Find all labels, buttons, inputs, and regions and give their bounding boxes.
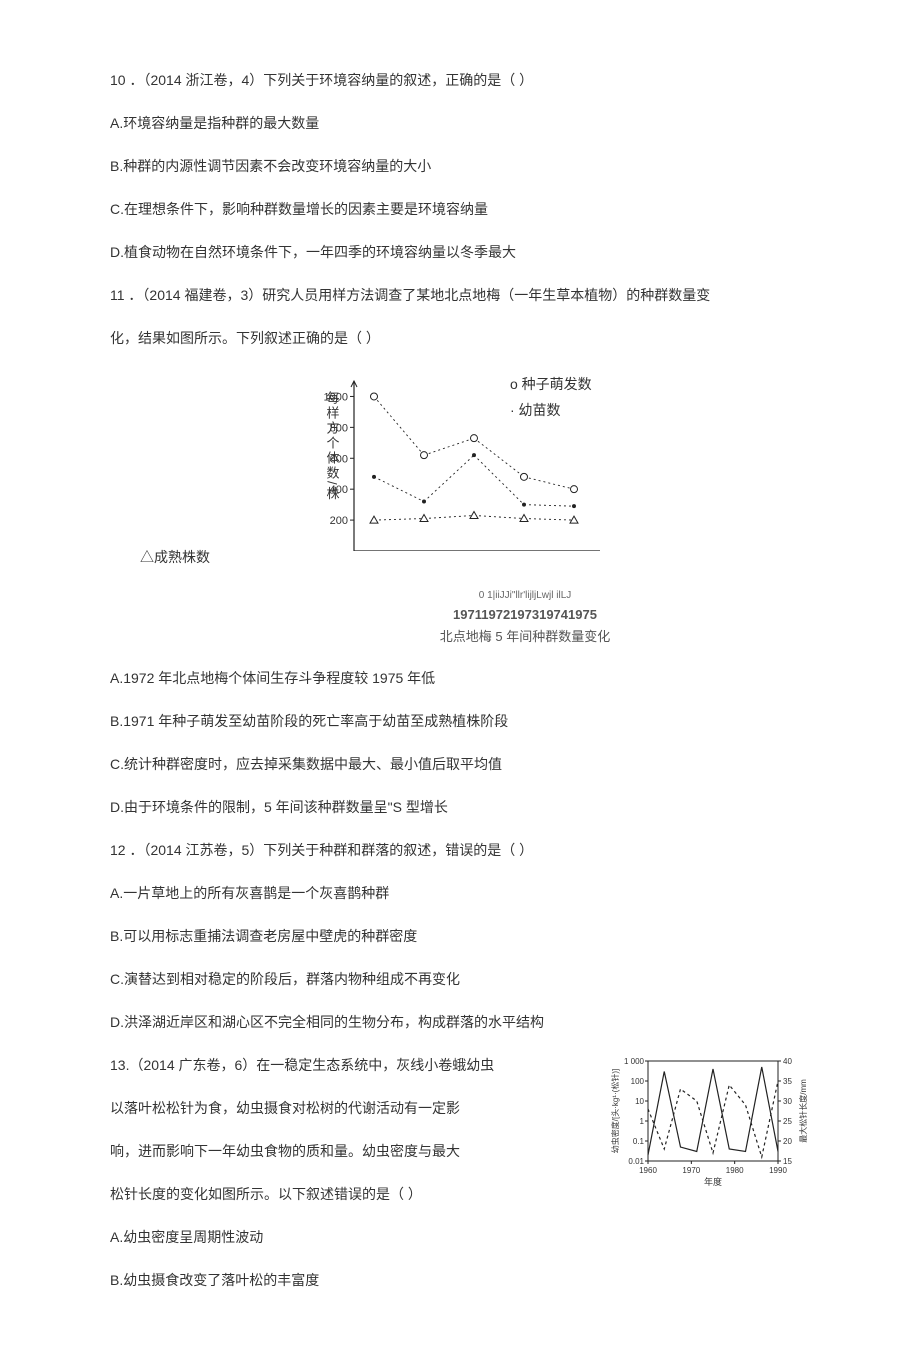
q11-legend-seedling: · 幼苗数	[510, 397, 592, 423]
q11-legend-seed: o 种子萌发数	[510, 371, 592, 397]
q10-opt-b: B.种群的内源性调节因素不会改变环境容纳量的大小	[110, 156, 810, 177]
q11-opt-b: B.1971 年种子萌发至幼苗阶段的死亡率高于幼苗至成熟植株阶段	[110, 711, 810, 732]
svg-text:0.1: 0.1	[633, 1137, 645, 1146]
q11-axis-garble: 0 1|iiJJi"llr'lijljLwjl ilLJ	[240, 588, 810, 603]
q12-opt-c: C.演替达到相对稳定的阶段后，群落内物种组成不再变化	[110, 969, 810, 990]
svg-text:20: 20	[783, 1137, 792, 1146]
svg-text:1980: 1980	[726, 1166, 744, 1175]
q10-opt-c: C.在理想条件下，影响种群数量增长的因素主要是环境容纳量	[110, 199, 810, 220]
svg-text:1960: 1960	[639, 1166, 657, 1175]
svg-text:100: 100	[631, 1077, 645, 1086]
q13-chart: 1 000 100 10 1 0.1 0.01 40 35 30 25 20 15 幼虫密度/[头·kg…	[610, 1055, 810, 1211]
svg-text:600: 600	[330, 453, 348, 465]
q12-opt-b: B.可以用标志重捕法调查老房屋中壁虎的种群密度	[110, 926, 810, 947]
q12-opt-a: A.一片草地上的所有灰喜鹊是一个灰喜鹊种群	[110, 883, 810, 904]
q11-opt-d: D.由于环境条件的限制，5 年间该种群数量呈"S 型增长	[110, 797, 810, 818]
q13-opt-a: A.幼虫密度呈周期性波动	[110, 1227, 810, 1248]
q11-stem-1: 11 ．（2014 福建卷，3）研究人员用样方法调查了某地北点地梅（一年生草本植…	[110, 285, 810, 306]
q12-stem: 12 ．（2014 江苏卷，5）下列关于种群和群落的叙述，错误的是（ ）	[110, 840, 810, 861]
q11-stem-2: 化，结果如图所示。下列叙述正确的是（ ）	[110, 328, 810, 349]
svg-text:1990: 1990	[769, 1166, 787, 1175]
svg-text:400: 400	[330, 484, 348, 496]
svg-text:年度: 年度	[704, 1176, 722, 1187]
q10-opt-a: A.环境容纳量是指种群的最大数量	[110, 113, 810, 134]
q13-line-4: 松针长度的变化如图所示。以下叙述错误的是（ ）	[110, 1184, 596, 1205]
q10-stem: 10 ．（2014 浙江卷，4）下列关于环境容纳量的叙述，正确的是（ ）	[110, 70, 810, 91]
q13-chart-svg: 1 000 100 10 1 0.1 0.01 40 35 30 25 20 15 幼虫密度/[头·kg…	[610, 1055, 810, 1205]
q13-line-2: 以落叶松松针为食，幼虫摄食对松树的代谢活动有一定影	[110, 1098, 596, 1119]
svg-text:1: 1	[640, 1117, 645, 1126]
q12-opt-d: D.洪泽湖近岸区和湖心区不完全相同的生物分布，构成群落的水平结构	[110, 1012, 810, 1033]
q10-opt-d: D.植食动物在自然环境条件下，一年四季的环境容纳量以冬季最大	[110, 242, 810, 263]
q13-line-1: 13.（2014 广东卷，6）在一稳定生态系统中，灰线小卷蛾幼虫	[110, 1055, 596, 1076]
q13-opt-b: B.幼虫摄食改变了落叶松的丰富度	[110, 1270, 810, 1291]
svg-text:0.01: 0.01	[628, 1157, 644, 1166]
svg-text:1970: 1970	[682, 1166, 700, 1175]
q11-chart: 每样方个体数/株 2004006008001000 o 种子萌发数 · 幼苗数	[110, 371, 810, 561]
svg-text:40: 40	[783, 1057, 792, 1066]
svg-text:200: 200	[330, 515, 348, 527]
svg-text:1 000: 1 000	[624, 1057, 645, 1066]
svg-text:10: 10	[635, 1097, 644, 1106]
svg-text:800: 800	[330, 422, 348, 434]
q11-opt-a: A.1972 年北点地梅个体间生存斗争程度较 1975 年低	[110, 668, 810, 689]
svg-text:30: 30	[783, 1097, 792, 1106]
q11-legend: o 种子萌发数 · 幼苗数	[510, 371, 592, 423]
svg-text:15: 15	[783, 1157, 792, 1166]
q13-line-3: 响，进而影响下一年幼虫食物的质和量。幼虫密度与最大	[110, 1141, 596, 1162]
svg-text:25: 25	[783, 1117, 792, 1126]
q11-opt-c: C.统计种群密度时，应去掉采集数据中最大、最小值后取平均值	[110, 754, 810, 775]
svg-text:1000: 1000	[324, 391, 348, 403]
q11-years-line: 19711972197319741975	[240, 605, 810, 625]
svg-text:最大松针长度/mm: 最大松针长度/mm	[798, 1079, 808, 1143]
svg-text:35: 35	[783, 1077, 792, 1086]
svg-text:幼虫密度/[头·kg¹·(松针)]: 幼虫密度/[头·kg¹·(松针)]	[610, 1069, 620, 1153]
q11-chart-caption: 北点地梅 5 年间种群数量变化	[240, 627, 810, 647]
